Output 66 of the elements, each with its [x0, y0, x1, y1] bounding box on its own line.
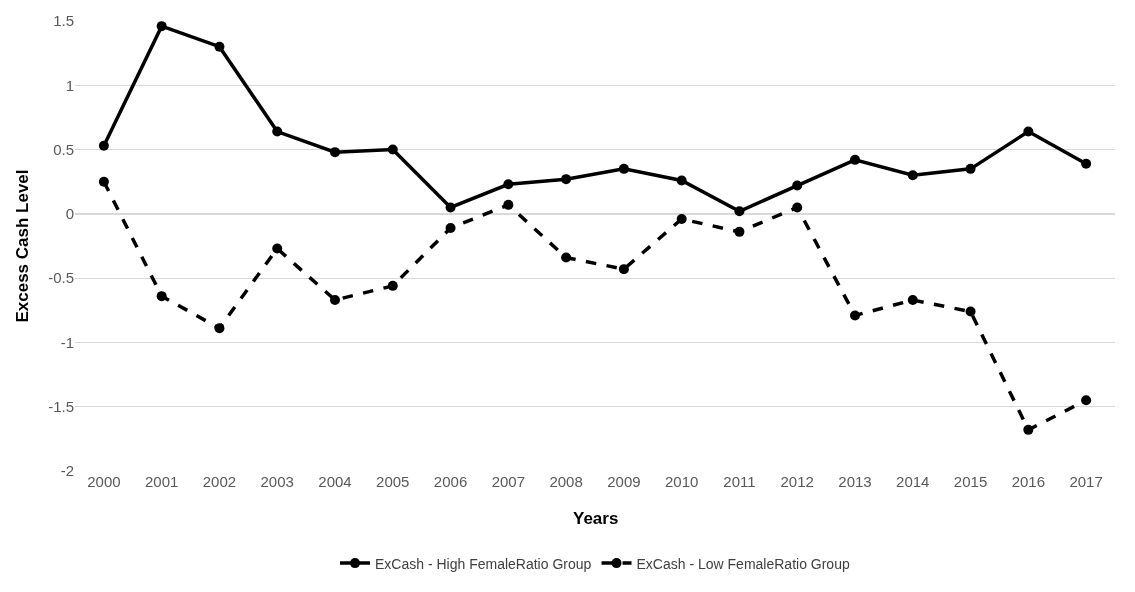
point [272, 243, 283, 254]
y-axis-title: Excess Cash Level [12, 169, 32, 323]
y-tick-label: -0.5 [48, 269, 74, 287]
x-tick-label: 2007 [491, 473, 526, 490]
point [156, 21, 167, 32]
point [272, 126, 283, 137]
point [850, 310, 860, 321]
x-tick-label: 2003 [260, 473, 294, 490]
point [387, 144, 398, 155]
x-tick-label: 2002 [202, 473, 237, 490]
x-tick-label: 2004 [318, 473, 352, 490]
x-tick-label: 2014 [896, 473, 930, 490]
point [965, 163, 976, 174]
point [156, 291, 167, 302]
point [1023, 424, 1034, 435]
point [850, 154, 860, 165]
x-tick-label: 2011 [723, 473, 756, 490]
point [792, 202, 803, 213]
x-tick-label: 2009 [607, 473, 641, 490]
legend-label: ExCash - High FemaleRatio Group [375, 555, 592, 572]
point [676, 214, 687, 224]
x-tick-label: 2005 [376, 473, 410, 490]
y-tick-label: 0 [65, 205, 74, 223]
y-tick-label: -1.5 [48, 397, 74, 415]
point [792, 180, 803, 191]
point [618, 163, 629, 174]
point [1023, 126, 1034, 137]
y-tick-label: -2 [60, 462, 74, 480]
point [330, 295, 340, 305]
y-tick-label: 1.5 [53, 12, 74, 30]
point [734, 206, 745, 217]
point [965, 306, 976, 317]
legend-label: ExCash - Low FemaleRatio Group [636, 555, 850, 572]
point [734, 226, 745, 237]
x-tick-label: 2016 [1011, 473, 1046, 490]
point [214, 323, 225, 334]
x-tick-label: 2013 [838, 473, 872, 490]
y-tick-label: 0.5 [53, 140, 74, 158]
point [98, 140, 109, 151]
x-tick-label: 2012 [780, 473, 814, 490]
point [98, 176, 109, 187]
point [445, 202, 456, 213]
point [907, 295, 918, 305]
point [214, 41, 225, 52]
x-tick-label: 2001 [144, 473, 179, 490]
point [907, 170, 918, 181]
x-axis-title: Years [573, 509, 619, 528]
x-tick-label: 2017 [1069, 473, 1103, 490]
y-tick-label: 1 [65, 76, 74, 94]
point [1081, 158, 1092, 169]
x-tick-label: 2006 [433, 473, 468, 490]
point [618, 264, 629, 275]
point [676, 175, 687, 186]
point [561, 174, 572, 185]
point [503, 199, 514, 210]
x-tick-label: 2010 [664, 473, 699, 490]
point [445, 223, 456, 233]
x-tick-label: 2008 [549, 473, 583, 490]
point [1081, 395, 1092, 406]
y-tick-label: -1 [60, 333, 74, 351]
point [561, 252, 572, 263]
x-tick-label: 2015 [953, 473, 988, 490]
x-tick-label: 2000 [87, 473, 121, 490]
point [330, 147, 340, 158]
point [387, 280, 398, 291]
point [503, 179, 514, 190]
